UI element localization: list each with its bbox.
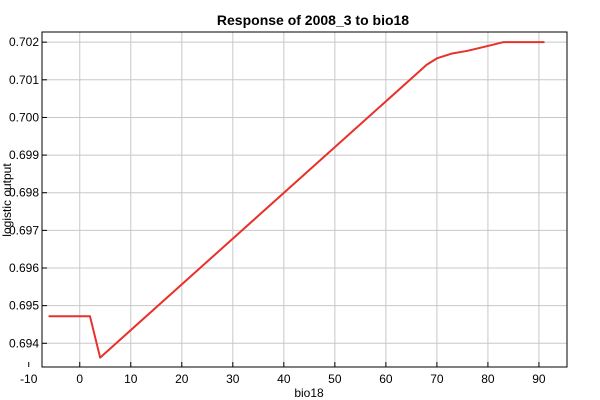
x-tick-label: 70 bbox=[430, 372, 444, 386]
y-tick-label: 0.701 bbox=[9, 73, 39, 87]
x-tick-label: 50 bbox=[328, 372, 342, 386]
grid bbox=[42, 32, 567, 367]
data-point bbox=[89, 315, 91, 317]
series-line bbox=[49, 41, 545, 359]
data-point bbox=[48, 315, 50, 317]
x-tick-label: 90 bbox=[532, 372, 546, 386]
ticks: -10 0 10 20 30 40 50 60 70 80 90 0.694 0.695 0.696 0.6… bbox=[9, 35, 546, 386]
y-tick-label: 0.696 bbox=[9, 261, 39, 275]
x-axis-label: bio18 bbox=[294, 386, 324, 400]
series-group bbox=[48, 41, 545, 359]
x-tick-label: 0 bbox=[76, 372, 83, 386]
x-tick-label: 20 bbox=[175, 372, 189, 386]
data-point bbox=[425, 63, 428, 66]
data-point bbox=[451, 52, 454, 55]
x-tick-label: 30 bbox=[226, 372, 240, 386]
x-tick-label: 80 bbox=[481, 372, 495, 386]
x-tick-label: 60 bbox=[379, 372, 393, 386]
x-tick-label: 10 bbox=[124, 372, 138, 386]
chart-title: Response of 2008_3 to bio18 bbox=[217, 12, 409, 28]
data-point bbox=[487, 45, 489, 47]
data-point bbox=[543, 41, 545, 43]
data-point bbox=[436, 57, 438, 60]
y-tick-label: 0.695 bbox=[9, 299, 39, 313]
y-tick-label: 0.694 bbox=[9, 336, 39, 350]
y-tick-label: 0.698 bbox=[9, 186, 39, 200]
y-tick-label: 0.699 bbox=[9, 148, 39, 162]
x-tick-label: 40 bbox=[277, 372, 291, 386]
data-point bbox=[99, 356, 101, 359]
plot-frame bbox=[41, 31, 568, 368]
x-tick-label: -10 bbox=[20, 372, 38, 386]
y-tick-label: 0.700 bbox=[9, 110, 39, 124]
data-point bbox=[466, 50, 469, 52]
y-tick-label: 0.702 bbox=[9, 35, 39, 49]
data-point bbox=[502, 41, 505, 43]
y-tick-label: 0.697 bbox=[9, 223, 39, 237]
y-axis-label: logistic output bbox=[0, 163, 14, 237]
